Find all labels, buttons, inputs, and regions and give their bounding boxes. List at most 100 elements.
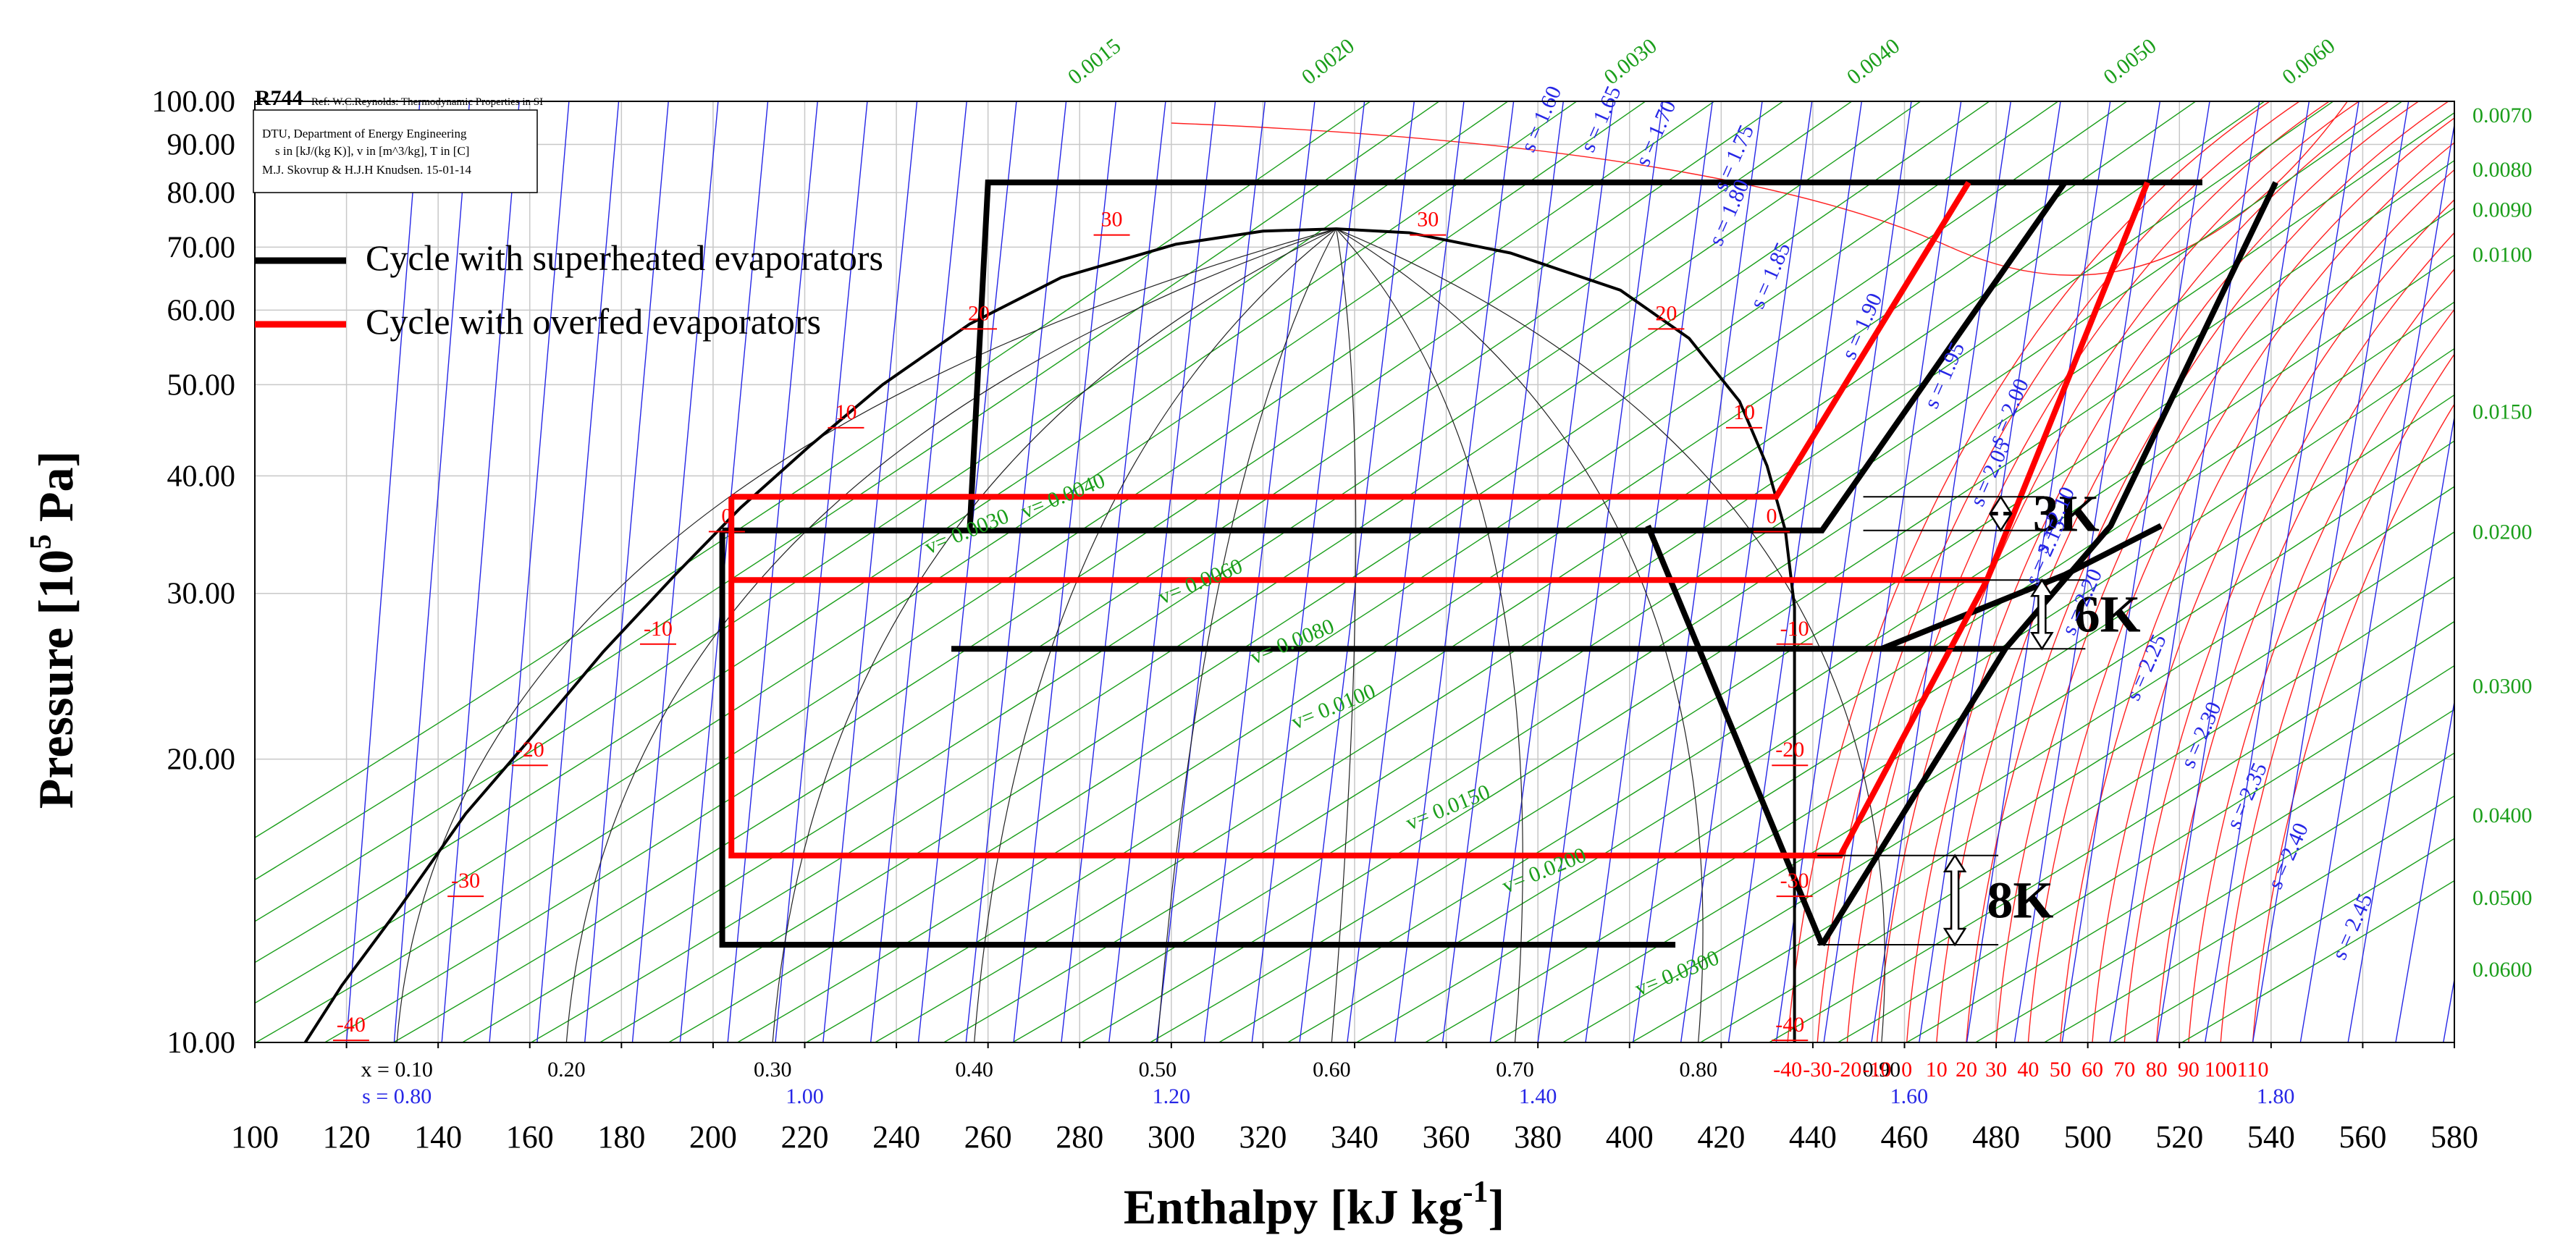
superheat-label: 8K [1987,871,2053,929]
isochore-line [462,101,1922,1042]
isentrope-line [2013,101,2161,1042]
superheat-label: 6K [2074,586,2141,644]
isotherm-line [2027,142,2454,1042]
x-tick-label: 220 [781,1119,829,1155]
saturation-temp-label: -10 [1780,617,1809,641]
quality-line [1336,228,1704,1042]
isentrope-line [1537,101,1664,1042]
isentrope-line [2252,101,2409,1042]
isochore-line [737,101,2197,1042]
cycle-line-overfed [731,180,1971,500]
saturation-temp-label: -30 [1780,869,1809,893]
temperature-bottom-label: -40 [1773,1058,1802,1082]
x-tick-label: 100 [231,1119,279,1155]
isentrope-line [727,101,818,1042]
x-tick-label: 460 [1881,1119,1929,1155]
cycle-line-superheated [1645,524,1825,946]
y-tick-label: 80.00 [167,177,236,210]
y-tick-label: 100.00 [152,85,236,119]
quality-line [565,228,1337,1042]
plot-frame [254,101,2455,1043]
temperature-bottom-label: -10 [1863,1058,1892,1082]
isentropes [345,101,2454,1042]
quality-label: 0.60 [1313,1058,1351,1082]
isentrope-line [1633,101,1763,1042]
info-box [253,109,538,193]
y-tick-label: 50.00 [167,368,236,402]
quality-line [974,228,1337,1042]
isochore-line [1769,620,2454,1042]
saturation-temp-label: -40 [337,1013,366,1037]
isochore-line [1700,576,2454,1042]
isentrope-line [1156,101,1266,1042]
x-tick-label: 500 [2064,1119,2112,1155]
isochore-line [1356,347,2454,1042]
legend-label-superheated: Cycle with superheated evaporators [366,237,883,278]
quality-label: 0.90 [1863,1058,1901,1082]
isentrope-line [1251,101,1365,1042]
quality-line [1336,228,1523,1042]
x-tick-label: 380 [1514,1119,1562,1155]
isentrope-line [393,101,471,1042]
legend-label-overfed: Cycle with overfed evaporators [366,301,821,342]
volume-right-label: 0.0600 [2472,958,2533,982]
x-tick-label: 300 [1148,1119,1195,1155]
x-tick-label: 560 [2339,1119,2386,1155]
isentrope-line [631,101,719,1042]
x-tick-label: 240 [872,1119,920,1155]
isentrope-line [2061,101,2210,1042]
isentrope-line [2347,413,2454,1042]
isentrope-line [1441,101,1564,1042]
isotherm-line [1817,101,2301,1042]
saturation-temp-label: -20 [515,738,544,762]
quality-line [1331,229,1357,1042]
isochore-line [1287,301,2454,1042]
isentrope-line [536,101,620,1042]
quality-label: 0.80 [1679,1058,1717,1082]
cycle-line-superheated [1880,523,2163,652]
isochore-line [2181,880,2454,1042]
isotherm-line [1171,101,2349,276]
isochore-line [531,101,1990,1042]
superheat-arrow [2030,578,2054,651]
isentrope-line [1061,101,1166,1042]
saturation-temp-label: -10 [644,617,673,641]
x-tick-label: 120 [323,1119,371,1155]
temperature-bottom-label: 70 [2113,1058,2135,1082]
isotherm-line [2059,169,2454,1042]
isentrope-line [2395,699,2454,1042]
temperature-bottom-label: 60 [2082,1058,2103,1082]
temperature-bottom-label: 30 [1985,1058,2007,1082]
chart-title: R744 [255,86,303,110]
isochore-line [255,101,1440,881]
quality-line [772,228,1337,1042]
isochore-line [1081,159,2454,1042]
isochore-line [943,101,2403,1042]
isentrope-line [2299,121,2454,1042]
quality-label: 0.50 [1139,1058,1177,1082]
temperature-bottom-label: -30 [1803,1058,1832,1082]
isentrope-line [1203,101,1316,1042]
saturation-temp-label: -40 [1775,1013,1804,1037]
cycle-line-superheated [719,530,1676,948]
x-tick-label: 200 [689,1119,737,1155]
y-tick-label: 10.00 [167,1027,236,1060]
saturation-temp-label: 30 [1101,208,1123,232]
isentrope-line [1585,101,1714,1042]
temperature-bottom-label: 40 [2017,1058,2039,1082]
isentrope-line [1299,101,1415,1042]
cycle-line-superheated [1819,181,2278,947]
x-tick-label: 160 [506,1119,554,1155]
isentrope-line [489,101,570,1042]
isochore-line [806,101,2265,1042]
isentrope-line [441,101,520,1042]
isentrope-line [1727,101,1863,1042]
isochore-line [255,101,1371,838]
entropy-bottom-label: 1.20 [1153,1084,1191,1108]
isentrope-line [584,101,669,1042]
info-line-2: s in [kJ/(kg K)], v in [m^3/kg], T in [C… [275,144,469,158]
volume-right-label: 0.0070 [2472,104,2533,127]
info-line-3: M.J. Skovrup & H.J.H Knudsen. 15-01-14 [262,163,472,177]
superheat-arrow [1942,854,1967,947]
isochore-line [1562,486,2454,1042]
